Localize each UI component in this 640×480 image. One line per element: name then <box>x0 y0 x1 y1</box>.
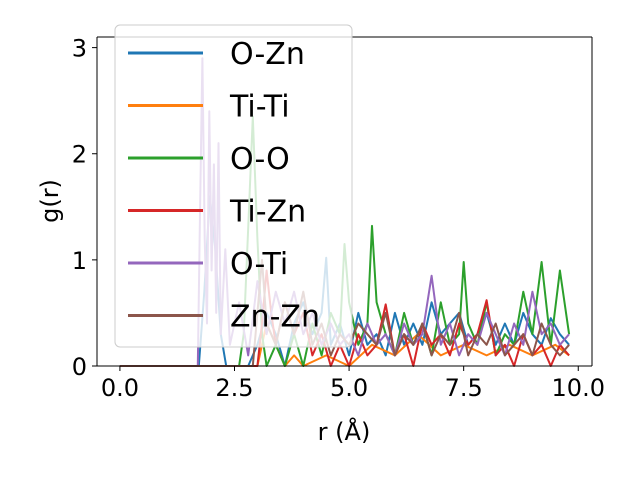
legend-label-o-zn: O-Zn <box>230 37 305 72</box>
y-tick-label: 2 <box>72 141 87 169</box>
y-tick-label: 0 <box>72 353 87 381</box>
y-tick-label: 1 <box>72 247 87 275</box>
x-tick-label: 10.0 <box>552 374 605 402</box>
series-line-o-o <box>119 115 571 367</box>
x-tick-label: 0.0 <box>101 374 139 402</box>
x-tick-label: 5.0 <box>330 374 368 402</box>
legend: O-Zn Ti-Ti O-O Ti-Zn O-Ti Zn-Zn <box>114 24 353 348</box>
x-tick-label: 2.5 <box>215 374 253 402</box>
x-tick-label: 7.5 <box>445 374 483 402</box>
legend-label-o-o: O-O <box>230 142 290 177</box>
y-tick-label: 3 <box>72 35 87 63</box>
legend-label-ti-ti: Ti-Ti <box>229 90 290 125</box>
legend-label-zn-zn: Zn-Zn <box>230 300 320 335</box>
legend-label-o-ti: O-Ti <box>230 247 288 282</box>
legend-label-ti-zn: Ti-Zn <box>229 195 306 230</box>
y-axis-label: g(r) <box>36 179 64 223</box>
x-axis-label: r (Å) <box>318 417 371 446</box>
tick-marks-and-labels: 0.0 2.5 5.0 7.5 10.0 0 1 2 3 <box>72 35 605 402</box>
